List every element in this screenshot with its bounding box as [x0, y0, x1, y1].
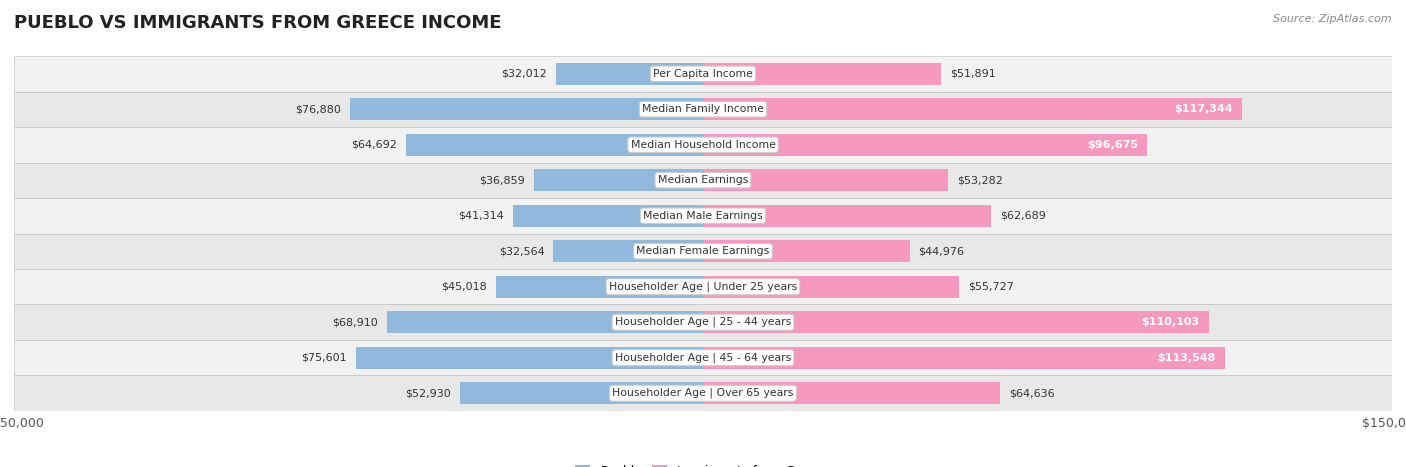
Text: Median Female Earnings: Median Female Earnings	[637, 246, 769, 256]
Text: Median Male Earnings: Median Male Earnings	[643, 211, 763, 221]
Text: $64,692: $64,692	[352, 140, 396, 150]
Text: Median Earnings: Median Earnings	[658, 175, 748, 185]
Bar	[703, 63, 942, 85]
Bar	[460, 382, 703, 404]
Bar	[703, 240, 910, 262]
Text: $62,689: $62,689	[1000, 211, 1046, 221]
Text: Householder Age | 25 - 44 years: Householder Age | 25 - 44 years	[614, 317, 792, 327]
Bar	[703, 169, 948, 191]
Bar	[14, 234, 1392, 269]
Text: PUEBLO VS IMMIGRANTS FROM GREECE INCOME: PUEBLO VS IMMIGRANTS FROM GREECE INCOME	[14, 14, 502, 32]
Bar	[387, 311, 703, 333]
Bar	[554, 240, 703, 262]
Text: Householder Age | Over 65 years: Householder Age | Over 65 years	[612, 388, 794, 398]
Text: $64,636: $64,636	[1010, 388, 1054, 398]
Text: $68,910: $68,910	[332, 317, 378, 327]
Bar	[496, 276, 703, 298]
Bar	[356, 347, 703, 369]
Bar	[350, 98, 703, 120]
Text: $76,880: $76,880	[295, 104, 340, 114]
Bar	[406, 134, 703, 156]
Text: $51,891: $51,891	[950, 69, 995, 79]
Bar	[14, 92, 1392, 127]
Bar	[14, 127, 1392, 163]
Bar	[14, 56, 1392, 92]
Text: $44,976: $44,976	[918, 246, 965, 256]
Bar	[14, 340, 1392, 375]
Bar	[703, 382, 1000, 404]
Bar	[555, 63, 703, 85]
Text: $117,344: $117,344	[1174, 104, 1233, 114]
Text: $53,282: $53,282	[956, 175, 1002, 185]
Text: $75,601: $75,601	[301, 353, 347, 363]
Bar	[534, 169, 703, 191]
Bar	[513, 205, 703, 227]
Bar	[703, 347, 1225, 369]
Text: $96,675: $96,675	[1087, 140, 1137, 150]
Text: $41,314: $41,314	[458, 211, 505, 221]
Bar	[14, 269, 1392, 304]
Bar	[703, 311, 1209, 333]
Text: Householder Age | Under 25 years: Householder Age | Under 25 years	[609, 282, 797, 292]
Bar	[14, 304, 1392, 340]
Bar	[703, 98, 1241, 120]
Text: $32,012: $32,012	[502, 69, 547, 79]
Bar	[14, 163, 1392, 198]
Text: Median Household Income: Median Household Income	[630, 140, 776, 150]
Legend: Pueblo, Immigrants from Greece: Pueblo, Immigrants from Greece	[571, 460, 835, 467]
Bar	[703, 134, 1147, 156]
Text: $55,727: $55,727	[967, 282, 1014, 292]
Bar	[703, 205, 991, 227]
Text: Per Capita Income: Per Capita Income	[652, 69, 754, 79]
Bar	[14, 375, 1392, 411]
Text: $52,930: $52,930	[405, 388, 451, 398]
Text: Householder Age | 45 - 64 years: Householder Age | 45 - 64 years	[614, 353, 792, 363]
Text: $36,859: $36,859	[479, 175, 524, 185]
Text: Source: ZipAtlas.com: Source: ZipAtlas.com	[1274, 14, 1392, 24]
Text: Median Family Income: Median Family Income	[643, 104, 763, 114]
Text: $32,564: $32,564	[499, 246, 544, 256]
Text: $110,103: $110,103	[1142, 317, 1199, 327]
Text: $45,018: $45,018	[441, 282, 488, 292]
Text: $113,548: $113,548	[1157, 353, 1216, 363]
Bar	[14, 198, 1392, 234]
Bar	[703, 276, 959, 298]
